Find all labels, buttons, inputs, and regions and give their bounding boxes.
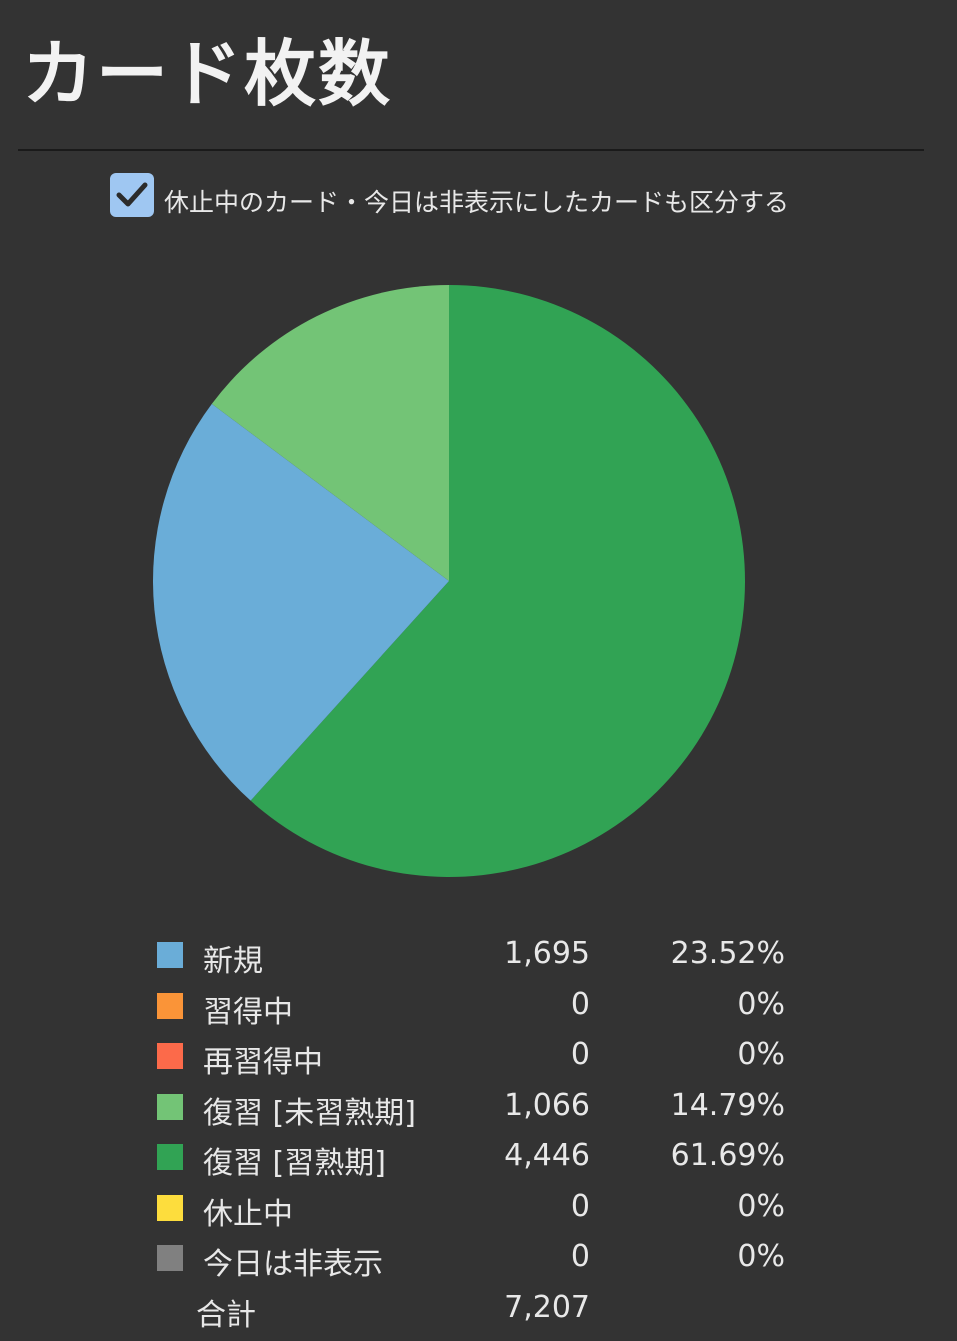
legend-label: 復習 [習熟期] xyxy=(203,1146,386,1181)
pie-slice-0 xyxy=(152,403,449,801)
legend-row-buried: 今日は非表示 0 0% xyxy=(0,1233,957,1283)
title-divider xyxy=(18,149,924,151)
legend-percent: 61.69% xyxy=(670,1138,785,1173)
legend-row-relearning: 再習得中 0 0% xyxy=(0,1031,957,1081)
legend-swatch xyxy=(157,1194,183,1221)
pie-svg xyxy=(152,285,745,877)
legend-count: 4,446 xyxy=(504,1138,590,1173)
pie-slice-4 xyxy=(250,285,745,877)
legend-row-learning: 習得中 0 0% xyxy=(0,981,957,1031)
legend-label: 今日は非表示 xyxy=(203,1247,383,1282)
legend-percent: 14.79% xyxy=(670,1087,785,1123)
legend-label: 習得中 xyxy=(203,994,293,1030)
legend-swatch xyxy=(157,992,183,1019)
legend-count: 0 xyxy=(570,1037,590,1072)
legend-swatch xyxy=(157,1245,183,1271)
legend-percent: 23.52% xyxy=(670,936,785,971)
legend-count: 0 xyxy=(570,1188,590,1224)
legend-percent: 0% xyxy=(737,1037,785,1072)
legend-label: 休止中 xyxy=(203,1196,293,1232)
check-icon xyxy=(116,182,148,207)
legend-swatch xyxy=(157,1043,183,1069)
separate-suspended-option[interactable]: 休止中のカード・今日は非表示にしたカードも区分する xyxy=(110,172,789,218)
legend-swatch xyxy=(157,942,183,968)
legend-swatch xyxy=(157,1144,183,1170)
legend-percent: 0% xyxy=(737,986,785,1022)
legend-label: 再習得中 xyxy=(203,1045,323,1080)
total-label: 合計 xyxy=(196,1297,256,1333)
legend-label: 新規 xyxy=(203,944,263,979)
pie-slice-3 xyxy=(211,285,449,581)
legend-count: 1,066 xyxy=(504,1087,590,1123)
card-count-pie-chart xyxy=(0,240,957,920)
legend-row-new: 新規 1,695 23.52% xyxy=(0,930,957,980)
legend-row-total: 合計 7,207 xyxy=(0,1284,957,1334)
legend-percent: 0% xyxy=(737,1188,785,1224)
total-count: 7,207 xyxy=(504,1289,590,1325)
legend-swatch xyxy=(157,1093,183,1120)
legend-label: 復習 [未習熟期] xyxy=(203,1095,416,1131)
legend-row-mature: 復習 [習熟期] 4,446 61.69% xyxy=(0,1132,957,1182)
legend-row-young: 復習 [未習熟期] 1,066 14.79% xyxy=(0,1082,957,1132)
legend-count: 0 xyxy=(570,986,590,1022)
legend-count: 0 xyxy=(570,1239,590,1274)
page-title: カード枚数 xyxy=(22,32,393,116)
legend-row-suspended: 休止中 0 0% xyxy=(0,1183,957,1233)
legend-count: 1,695 xyxy=(504,936,590,971)
legend-percent: 0% xyxy=(737,1239,785,1274)
separate-suspended-checkbox[interactable] xyxy=(110,173,154,217)
separate-suspended-label: 休止中のカード・今日は非表示にしたカードも区分する xyxy=(164,188,790,217)
